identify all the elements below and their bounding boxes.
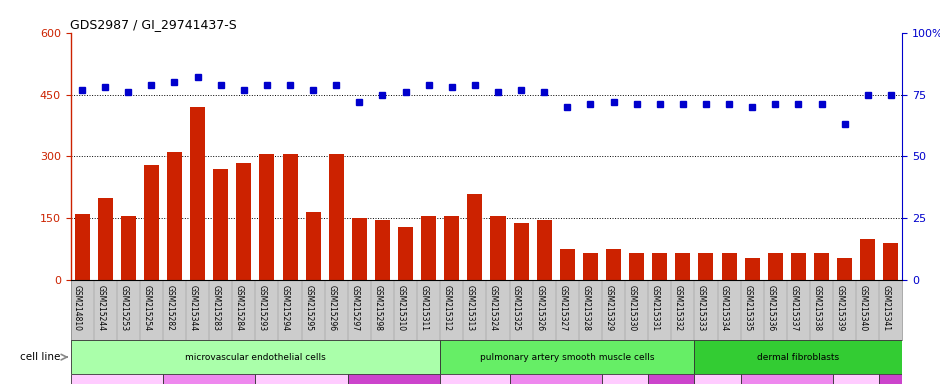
Text: GSM215334: GSM215334: [720, 285, 729, 331]
Bar: [375, 220, 390, 280]
Bar: [833, 374, 879, 384]
Bar: [306, 212, 321, 280]
Bar: [884, 243, 899, 280]
Bar: [70, 374, 163, 384]
Text: GSM215294: GSM215294: [281, 285, 290, 331]
Bar: [213, 169, 228, 280]
Bar: [560, 249, 575, 280]
Text: GSM215326: GSM215326: [535, 285, 544, 331]
Text: GSM215330: GSM215330: [628, 285, 636, 331]
Text: GSM215296: GSM215296: [327, 285, 337, 331]
Bar: [144, 165, 159, 280]
Bar: [652, 253, 667, 280]
Bar: [695, 374, 741, 384]
Bar: [329, 154, 344, 280]
Bar: [259, 154, 274, 280]
Bar: [467, 194, 482, 280]
Text: GSM215312: GSM215312: [443, 285, 452, 331]
Text: GSM215282: GSM215282: [165, 285, 175, 331]
Text: GSM215341: GSM215341: [882, 285, 891, 331]
Text: GSM215344: GSM215344: [189, 285, 197, 331]
Text: GSM215283: GSM215283: [212, 285, 221, 331]
Text: GSM215335: GSM215335: [744, 285, 752, 331]
Text: GSM215331: GSM215331: [650, 285, 660, 331]
Text: GSM215328: GSM215328: [582, 285, 590, 331]
Bar: [440, 374, 509, 384]
Bar: [256, 374, 348, 384]
Text: GSM215325: GSM215325: [512, 285, 521, 331]
Text: GSM215298: GSM215298: [373, 285, 383, 331]
Bar: [675, 253, 690, 280]
Text: GSM215333: GSM215333: [697, 285, 706, 331]
Bar: [348, 374, 440, 384]
Text: GSM215329: GSM215329: [604, 285, 614, 331]
Bar: [445, 216, 460, 280]
Bar: [513, 223, 528, 280]
Text: GSM215284: GSM215284: [235, 285, 243, 331]
Bar: [695, 340, 902, 374]
Text: GSM215295: GSM215295: [305, 285, 313, 331]
Text: GSM215332: GSM215332: [674, 285, 682, 331]
Bar: [167, 152, 182, 280]
Bar: [583, 253, 598, 280]
Bar: [722, 253, 737, 280]
Bar: [768, 253, 783, 280]
Text: GSM215310: GSM215310: [397, 285, 405, 331]
Bar: [879, 374, 902, 384]
Bar: [421, 216, 436, 280]
Text: GSM215340: GSM215340: [859, 285, 868, 331]
Bar: [163, 374, 256, 384]
Text: GSM215311: GSM215311: [419, 285, 429, 331]
Bar: [741, 374, 833, 384]
Text: GSM215327: GSM215327: [558, 285, 568, 331]
Bar: [606, 249, 621, 280]
Bar: [236, 163, 251, 280]
Bar: [491, 216, 506, 280]
Bar: [814, 253, 829, 280]
Text: cell line: cell line: [20, 352, 60, 362]
Bar: [744, 258, 760, 280]
Text: GSM215293: GSM215293: [258, 285, 267, 331]
Text: GSM215337: GSM215337: [790, 285, 798, 331]
Bar: [509, 374, 602, 384]
Bar: [98, 198, 113, 280]
Bar: [283, 154, 298, 280]
Bar: [629, 253, 644, 280]
Text: GSM215339: GSM215339: [836, 285, 845, 331]
Bar: [74, 214, 89, 280]
Bar: [190, 107, 205, 280]
Text: GSM215253: GSM215253: [119, 285, 128, 331]
Bar: [120, 216, 135, 280]
Bar: [70, 340, 440, 374]
Bar: [649, 374, 695, 384]
Text: GSM214810: GSM214810: [73, 285, 82, 331]
Bar: [860, 239, 875, 280]
Bar: [440, 340, 695, 374]
Text: GDS2987 / GI_29741437-S: GDS2987 / GI_29741437-S: [70, 18, 237, 31]
Bar: [398, 227, 413, 280]
Text: microvascular endothelial cells: microvascular endothelial cells: [185, 353, 326, 362]
Text: GSM215313: GSM215313: [466, 285, 475, 331]
Text: dermal fibroblasts: dermal fibroblasts: [758, 353, 839, 362]
Text: GSM215297: GSM215297: [351, 285, 359, 331]
Bar: [698, 253, 713, 280]
Text: GSM215324: GSM215324: [489, 285, 498, 331]
Bar: [602, 374, 649, 384]
Text: GSM215254: GSM215254: [142, 285, 151, 331]
Text: GSM215336: GSM215336: [766, 285, 775, 331]
Bar: [791, 253, 806, 280]
Bar: [838, 258, 853, 280]
Text: GSM215244: GSM215244: [96, 285, 105, 331]
Text: GSM215338: GSM215338: [812, 285, 822, 331]
Bar: [352, 218, 367, 280]
Text: pulmonary artery smooth muscle cells: pulmonary artery smooth muscle cells: [480, 353, 654, 362]
Bar: [537, 220, 552, 280]
